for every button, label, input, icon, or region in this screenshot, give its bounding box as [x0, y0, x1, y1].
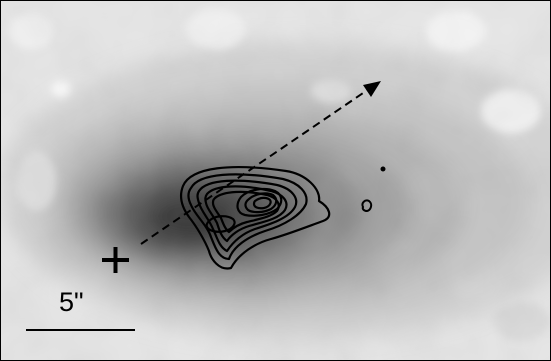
contour-6	[236, 187, 283, 217]
contour-2	[187, 173, 308, 261]
contour-5	[211, 190, 280, 234]
scale-bar-label: 5"	[59, 287, 84, 317]
compact-source-dot	[380, 166, 386, 172]
contour-set	[179, 166, 331, 270]
contour-3	[196, 179, 298, 253]
contour-outer	[179, 166, 331, 270]
plus-marker	[102, 247, 129, 273]
contour-8	[252, 196, 272, 210]
dashed-direction-arrow	[140, 81, 381, 245]
contour-4	[204, 185, 288, 243]
contour-9	[205, 215, 236, 233]
contour-7	[244, 192, 278, 214]
small-contour-knot	[361, 199, 373, 213]
